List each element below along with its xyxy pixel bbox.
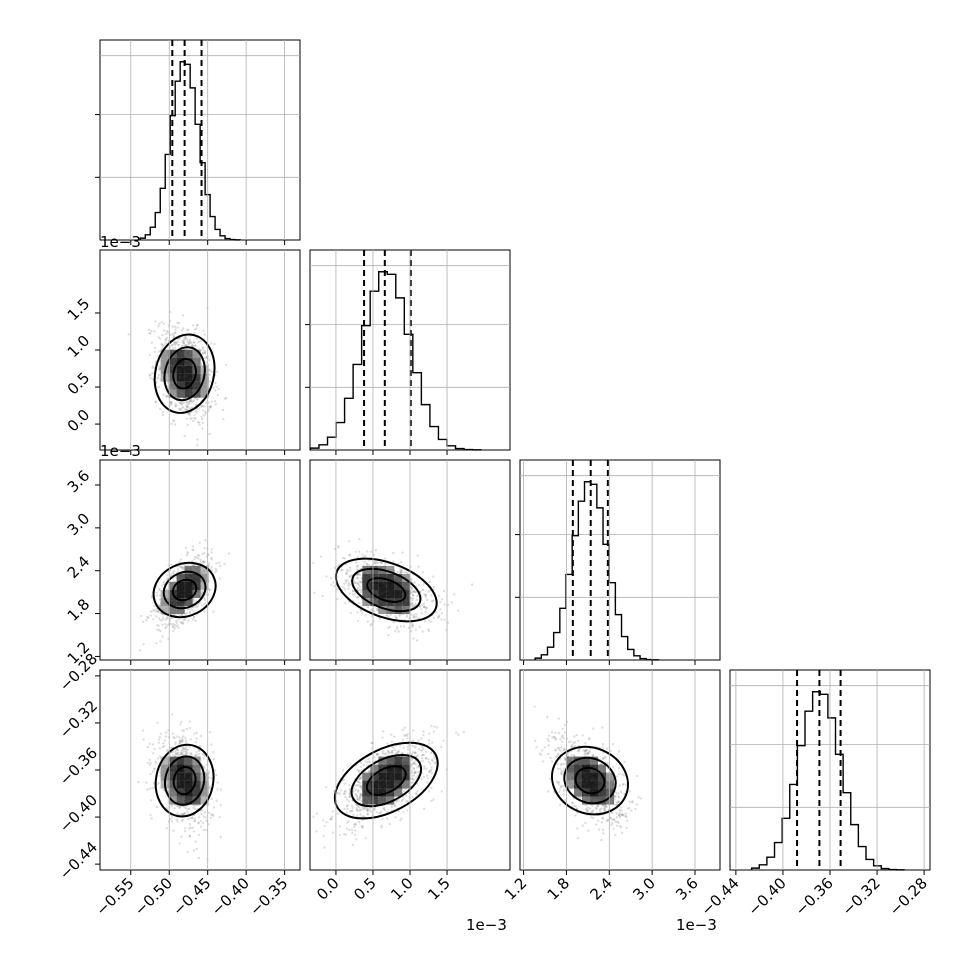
tick-label: 1.0	[387, 874, 417, 904]
histogram-steps	[750, 691, 905, 871]
contour-3	[334, 557, 438, 623]
contour-2	[563, 756, 617, 805]
tick-label: 0.5	[350, 874, 380, 904]
contour-3	[153, 333, 216, 414]
density-blocks	[566, 756, 614, 805]
tick-label: −0.44	[697, 874, 742, 919]
contour-2	[164, 755, 206, 806]
tick-label: 0.0	[64, 406, 94, 436]
y-axis-3: −0.44−0.40−0.36−0.32−0.28	[56, 650, 101, 883]
tick-label: −0.35	[246, 874, 291, 919]
tick-label: −0.32	[56, 697, 101, 742]
tick-label: 2.4	[587, 874, 617, 904]
tick-label: −0.55	[92, 874, 137, 919]
contour-2	[351, 567, 422, 613]
tick-label: 3.0	[64, 510, 94, 540]
panel-frame	[519, 459, 721, 661]
tick-label: −0.40	[56, 791, 101, 836]
tick-label: 2.4	[64, 552, 94, 582]
tick-label: 0.0	[313, 874, 343, 904]
x-axis-2-1	[335, 460, 448, 665]
panel-p4-p1	[99, 669, 301, 871]
y-axis-2: 1.21.82.43.03.6	[64, 467, 100, 668]
contour-3	[551, 745, 629, 816]
x-axis-2-2	[523, 460, 696, 665]
density-blocks	[362, 756, 411, 805]
density-blocks	[160, 756, 209, 805]
tick-label: 1.5	[64, 295, 94, 325]
tick-label: −0.50	[131, 874, 176, 919]
tick-label: 3.6	[672, 874, 702, 904]
contour-3	[152, 561, 217, 619]
contour-1	[172, 357, 197, 390]
tick-label: 1.8	[544, 874, 574, 904]
tick-label: −0.40	[208, 874, 253, 919]
contour-3	[154, 743, 215, 818]
multiplier-x-p3: 1e−3	[676, 916, 717, 934]
contour-1	[171, 578, 198, 602]
x-axis-2-0	[130, 460, 286, 665]
multiplier-y-p3: 1e−3	[100, 442, 141, 460]
tick-label: 1.8	[64, 595, 94, 625]
tick-label: −0.44	[56, 838, 101, 883]
contour-1	[365, 765, 407, 796]
histogram-steps	[139, 61, 241, 241]
panel-p3-p1	[99, 459, 301, 661]
tick-label: −0.45	[169, 874, 214, 919]
tick-label: 1.5	[424, 874, 454, 904]
tick-label: −0.36	[792, 874, 837, 919]
x-axis-1-0	[130, 250, 286, 455]
panel-frame	[99, 39, 301, 241]
tick-label: 0.5	[64, 369, 94, 399]
contour-2	[163, 346, 206, 402]
histogram-p1	[95, 39, 301, 241]
contour-1	[172, 765, 197, 796]
tick-label: −0.28	[886, 874, 931, 919]
tick-label: −0.40	[745, 874, 790, 919]
x-axis-3-3: −0.44 −0.40 −0.36 −0.32 −0.28	[697, 670, 931, 919]
histogram-steps	[534, 481, 660, 661]
panel-frame	[99, 459, 301, 661]
x-axis-1-1	[335, 250, 448, 455]
contour-2	[162, 570, 207, 610]
panel-p2-p1	[99, 249, 301, 451]
histogram-p3	[515, 459, 721, 661]
contour-3	[333, 741, 439, 820]
y-axis-1: 0.0 0.5 1.0 1.5	[64, 295, 100, 436]
density-blocks	[160, 566, 209, 614]
x-axis-0-0	[130, 40, 286, 245]
panel-frame	[519, 669, 721, 871]
contour-1	[574, 766, 606, 795]
contour-1	[366, 577, 407, 603]
tick-label: 3.0	[629, 874, 659, 904]
multiplier-y-p2: 1e−3	[100, 233, 141, 251]
panel-p4-p3	[519, 669, 721, 871]
panel-p4-p2	[309, 669, 511, 871]
tick-label: 1.2	[501, 874, 531, 904]
multiplier-x-p2: 1e−3	[466, 916, 507, 934]
contour-2	[350, 753, 423, 808]
tick-label: 3.6	[64, 467, 94, 497]
tick-label: −0.36	[56, 744, 101, 789]
tick-label: −0.32	[839, 874, 884, 919]
tick-label: 1.0	[64, 332, 94, 362]
